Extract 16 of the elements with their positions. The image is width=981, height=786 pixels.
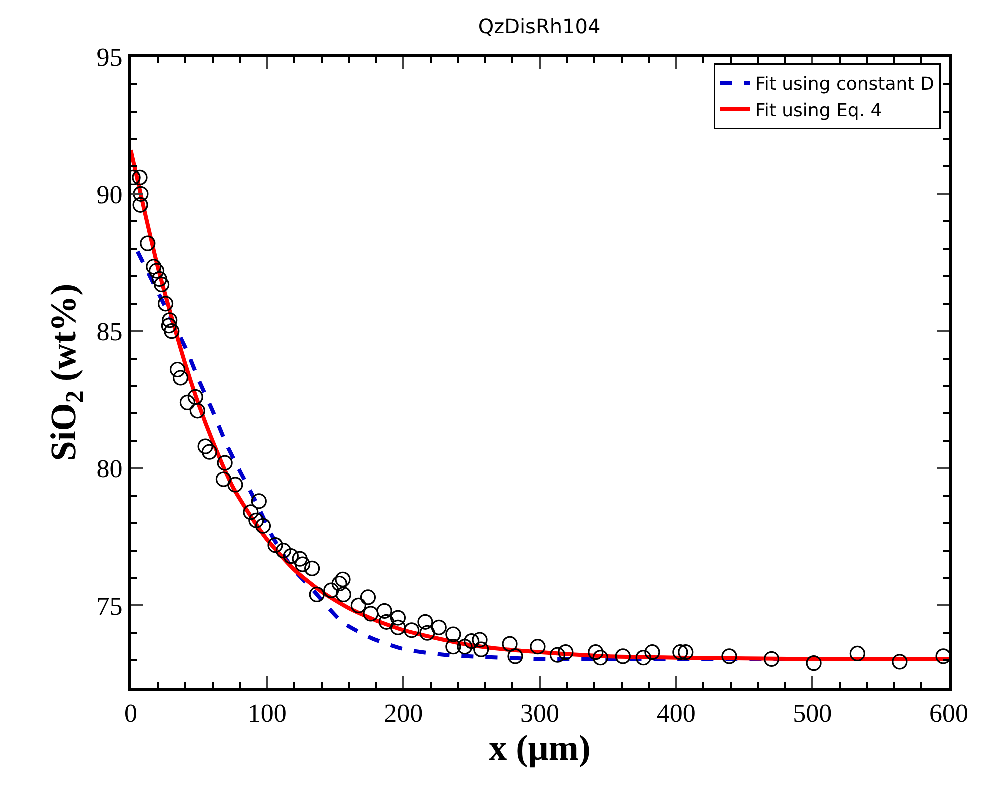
x-tick-label: 600 (930, 699, 968, 728)
chart-title: QzDisRh104 (478, 14, 601, 39)
x-tick-label: 0 (124, 699, 138, 728)
x-tick-label: 500 (793, 699, 832, 728)
legend-label: Fit using Eq. 4 (755, 100, 882, 122)
y-tick-label: 95 (96, 43, 123, 72)
y-tick-label: 75 (96, 592, 123, 621)
x-axis-title: x (µm) (489, 728, 591, 768)
legend-label: Fit using constant D (755, 74, 934, 96)
y-tick-label: 80 (96, 454, 123, 484)
y-tick-label: 85 (96, 317, 123, 346)
y-tick-label: 90 (96, 180, 123, 210)
x-tick-label: 200 (384, 699, 424, 728)
x-tick-label: 400 (656, 699, 696, 728)
x-tick-label: 100 (248, 699, 287, 728)
x-tick-label: 300 (520, 699, 560, 728)
